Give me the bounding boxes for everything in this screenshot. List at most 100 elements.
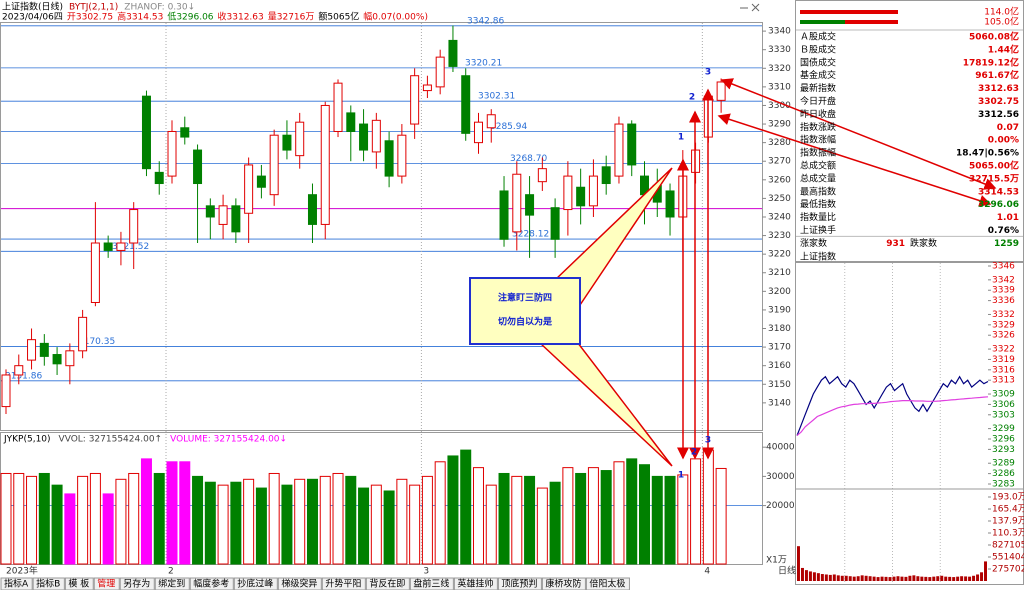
tab-label[interactable]: 另存为 bbox=[123, 578, 150, 590]
candle-body bbox=[461, 75, 471, 134]
main-chart: 3340333033203310330032903280327032603250… bbox=[0, 16, 796, 577]
candle-body bbox=[205, 205, 215, 218]
volume-bar bbox=[179, 461, 191, 565]
intraday-line bbox=[796, 375, 989, 436]
tab-label[interactable]: 管理 bbox=[97, 578, 115, 590]
volume-tick-label: 30000 bbox=[766, 472, 795, 482]
volume-bar bbox=[230, 481, 242, 565]
tab[interactable] bbox=[497, 577, 542, 590]
tab[interactable] bbox=[321, 577, 366, 590]
intraday-volume-bar bbox=[840, 575, 844, 581]
tab-label[interactable]: 顶底预判 bbox=[501, 578, 537, 590]
tab[interactable] bbox=[64, 577, 94, 590]
intraday-tick-label: 3319 bbox=[992, 355, 1015, 365]
intraday-volume-bar bbox=[856, 576, 860, 581]
tab-label[interactable]: 升势平阳 bbox=[325, 578, 361, 590]
tab[interactable] bbox=[277, 577, 322, 590]
x-tick-label: 2 bbox=[168, 567, 174, 577]
volume-bar bbox=[702, 449, 714, 565]
close-icon[interactable] bbox=[751, 3, 760, 12]
y-tick-label: 3190 bbox=[768, 305, 791, 315]
tab-label[interactable]: 梯级突异 bbox=[281, 578, 317, 590]
tab-label[interactable]: 指标B bbox=[36, 578, 60, 590]
volume-bar bbox=[345, 475, 357, 565]
tab[interactable] bbox=[119, 577, 155, 590]
marker-number: 2 bbox=[691, 448, 697, 458]
candle-body bbox=[333, 82, 343, 132]
header-date: 2023/04/06四 bbox=[2, 13, 63, 23]
candle-body bbox=[256, 175, 266, 188]
intraday-volume-bar bbox=[952, 577, 956, 581]
intraday-volume-bar bbox=[980, 572, 984, 581]
level-label: 3151.86 bbox=[5, 371, 42, 381]
volume-bar bbox=[626, 458, 638, 565]
volume-tick-label: 40000 bbox=[766, 443, 795, 453]
quote-value: 1.44亿 bbox=[988, 43, 1019, 55]
y-tick-label: 3250 bbox=[768, 194, 791, 204]
tab-label[interactable]: 模 板 bbox=[68, 578, 89, 590]
tab[interactable] bbox=[541, 577, 586, 590]
intraday-volume-bar bbox=[920, 576, 924, 581]
tab[interactable] bbox=[453, 577, 498, 590]
intraday-tick-label: 3322 bbox=[992, 345, 1015, 355]
tab-label[interactable]: 背反在即 bbox=[369, 578, 405, 590]
quote-value: 32715.5万 bbox=[969, 173, 1019, 184]
tab-label[interactable]: 倍阳太极 bbox=[589, 578, 625, 590]
tab[interactable] bbox=[189, 577, 234, 590]
tab-label[interactable]: 抄底过峰 bbox=[237, 578, 273, 590]
volume-bar bbox=[115, 478, 127, 565]
tab-label[interactable]: 康桥攻防 bbox=[545, 578, 581, 590]
arrow bbox=[717, 113, 992, 207]
tab-label[interactable]: 绑定到 bbox=[158, 578, 185, 590]
intraday-volume-bar bbox=[940, 575, 944, 581]
candle-body bbox=[512, 173, 522, 233]
intraday-tick-label: 3306 bbox=[992, 400, 1015, 410]
volume-bar bbox=[319, 475, 331, 565]
tab[interactable] bbox=[32, 577, 65, 590]
tab[interactable] bbox=[365, 577, 410, 590]
intraday-volume-bar bbox=[964, 576, 968, 581]
candle-body bbox=[65, 350, 75, 367]
intraday-volume-bar bbox=[880, 576, 884, 581]
intraday-volume-bar bbox=[976, 574, 980, 581]
tab[interactable] bbox=[409, 577, 454, 590]
intraday-tick-label: 3329 bbox=[992, 320, 1015, 330]
x-tick-label: 2023年 bbox=[6, 565, 38, 577]
bar-red bbox=[845, 20, 898, 24]
volume-bar bbox=[51, 484, 63, 565]
volume-bar bbox=[460, 449, 472, 565]
volume-bar bbox=[64, 493, 76, 565]
intraday-volume-tick-label: 551404 bbox=[992, 553, 1024, 563]
tab[interactable] bbox=[233, 577, 278, 590]
candle-body bbox=[180, 127, 190, 138]
header-change: 幅0.07(0.00%) bbox=[363, 11, 428, 23]
volume-bar bbox=[664, 475, 676, 565]
intraday-volume-bar bbox=[812, 572, 816, 581]
quote-value: 1.01 bbox=[997, 213, 1019, 223]
quote-label: 最低指数 bbox=[800, 198, 836, 210]
volume-header: JYKP(5,10) bbox=[3, 435, 51, 445]
tab[interactable] bbox=[154, 577, 190, 590]
quote-label: 指数涨幅 bbox=[800, 134, 836, 146]
candle-body bbox=[384, 140, 394, 177]
candle-body bbox=[193, 149, 203, 185]
tab-label[interactable]: 英雄挂帅 bbox=[457, 578, 493, 590]
tab-label[interactable]: 幅度参考 bbox=[193, 578, 229, 590]
y-tick-label: 3140 bbox=[768, 398, 791, 408]
volume-bar bbox=[332, 472, 344, 565]
header-high: 高3314.53 bbox=[117, 11, 163, 23]
intraday-volume-bar bbox=[844, 575, 848, 581]
intraday-volume-bar bbox=[936, 576, 940, 581]
volume-bar bbox=[498, 472, 510, 565]
tab[interactable] bbox=[93, 577, 120, 590]
tab[interactable] bbox=[0, 577, 33, 590]
y-tick-label: 3280 bbox=[768, 138, 791, 148]
tab-label[interactable]: 指标A bbox=[4, 578, 29, 590]
candle-body bbox=[665, 190, 675, 218]
quote-value: 17819.12亿 bbox=[963, 56, 1019, 68]
volume-unit: X1万 bbox=[766, 556, 787, 566]
tab[interactable] bbox=[585, 577, 630, 590]
y-tick-label: 3230 bbox=[768, 231, 791, 241]
tab-label[interactable]: 盘前三线 bbox=[413, 578, 449, 590]
intraday-volume-bar bbox=[896, 576, 900, 581]
